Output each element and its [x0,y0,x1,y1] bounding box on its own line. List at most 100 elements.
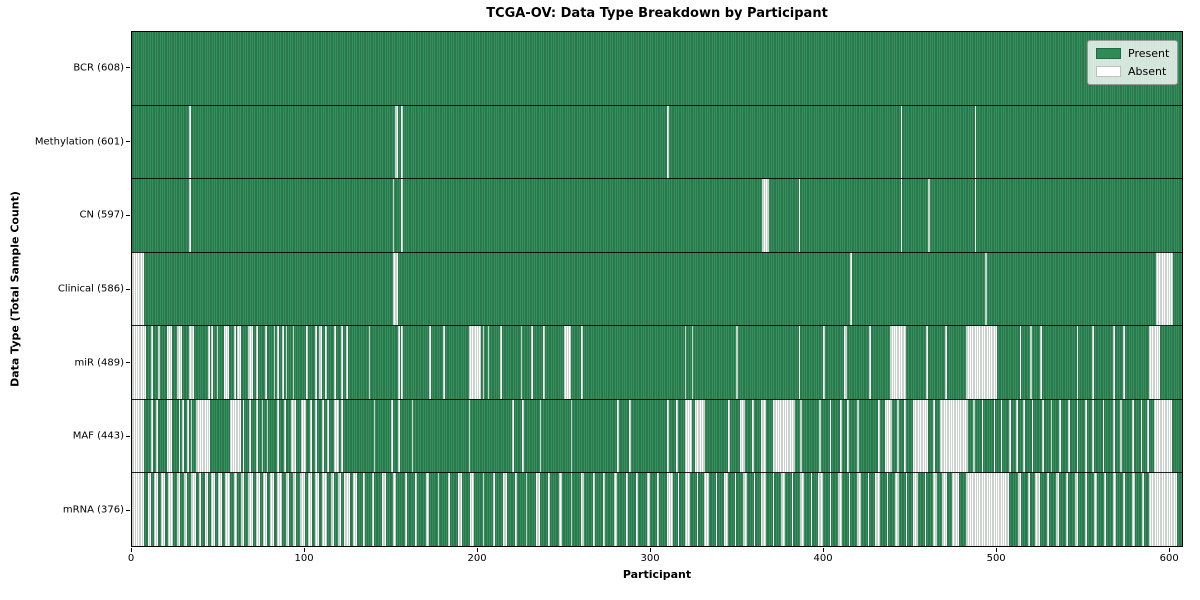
ytick-mark [126,141,130,143]
absent-stripe [543,325,545,400]
absent-stripe [1059,399,1062,473]
absent-stripe [724,472,728,546]
absent-stripe [344,472,350,546]
absent-stripe [570,399,573,473]
absent-stripe [903,399,906,473]
row-separator [132,104,1182,106]
absent-stripe [593,472,595,546]
absent-stripe [1093,472,1098,546]
absent-stripe [242,399,245,473]
absent-stripe [924,472,927,546]
absent-stripe [1074,472,1079,546]
absent-stripe [884,399,892,473]
ytick-mark [126,509,130,511]
absent-stripe [216,325,219,400]
absent-stripe [321,472,328,546]
absent-stripe [563,325,571,400]
absent-stripe [558,472,563,546]
absent-stripe [1066,472,1068,546]
absent-stripe [397,399,400,473]
absent-stripe [266,399,269,473]
absent-stripe [415,472,417,546]
absent-stripe [900,105,903,179]
absent-stripe [404,472,407,546]
xtick-label: 0 [127,553,135,564]
absent-stripe [912,472,918,546]
absent-stripe [132,399,145,473]
ytick-mark [126,362,130,364]
heatmap-row-bcr [132,32,1182,106]
absent-stripe [154,472,158,546]
absent-stripe [646,472,651,546]
absent-stripe [581,325,583,400]
ytick-label-bcr: BCR (608) [73,62,124,74]
absent-stripe [330,472,335,546]
absent-stripe [1156,252,1174,326]
heatmap-row-maf [132,399,1182,473]
absent-stripe [195,399,210,473]
absent-stripe [1149,472,1177,546]
absent-stripe [734,472,737,546]
xtick-label: 100 [294,553,314,564]
absent-stripe [912,399,929,473]
absent-stripe [933,399,936,473]
row-separator [132,472,1182,474]
absent-stripe [372,472,374,546]
absent-stripe [207,325,210,400]
absent-stripe [247,472,253,546]
absent-stripe [156,399,158,473]
absent-stripe [945,325,948,400]
absent-stripe [1112,325,1115,400]
absent-stripe [1092,325,1094,400]
heatmap-row-mrna [132,472,1182,546]
absent-stripe [867,472,870,546]
absent-stripe [401,325,404,400]
xtick-label: 300 [640,553,660,564]
absent-stripe [810,472,813,546]
absent-stripe [613,472,618,546]
absent-stripe [515,472,518,546]
absent-stripe [392,472,397,546]
absent-stripe [1131,472,1136,546]
absent-stripe [334,399,340,473]
absent-stripe [829,399,832,473]
chart-title: TCGA-OV: Data Type Breakdown by Particip… [486,6,828,21]
legend-label-absent: Absent [1128,65,1167,78]
absent-stripe [237,325,241,400]
absent-stripe [840,399,842,473]
absent-stripe [974,178,977,253]
absent-stripe [981,399,984,473]
absent-stripe [292,472,297,546]
absent-stripe [1030,325,1032,400]
absent-stripe [499,325,502,400]
absent-stripe [1149,325,1160,400]
absent-stripe [1000,399,1003,473]
absent-stripe [743,472,747,546]
absent-stripe [470,472,474,546]
absent-stripe [211,472,215,546]
absent-stripe [751,399,754,473]
absent-stripe [993,399,996,473]
absent-stripe [1112,399,1115,473]
absent-stripe [848,472,851,546]
absent-stripe [282,325,284,400]
absent-stripe [1123,325,1125,400]
absent-stripe [285,472,290,546]
absent-stripe [1031,399,1034,473]
absent-stripe [760,472,766,546]
absent-stripe [315,325,317,400]
xtick-label: 200 [467,553,487,564]
absent-stripe [247,325,253,400]
absent-stripe [157,325,160,400]
absent-stripe [973,399,975,473]
absent-stripe [394,105,398,179]
absent-stripe [715,472,718,546]
absent-stripe [211,325,214,400]
ytick-mark [126,288,130,290]
absent-stripe [817,472,823,546]
absent-stripe [1076,399,1079,473]
absent-stripe [667,472,673,546]
absent-stripe [468,399,471,473]
absent-stripe [337,472,341,546]
absent-stripe [263,472,267,546]
